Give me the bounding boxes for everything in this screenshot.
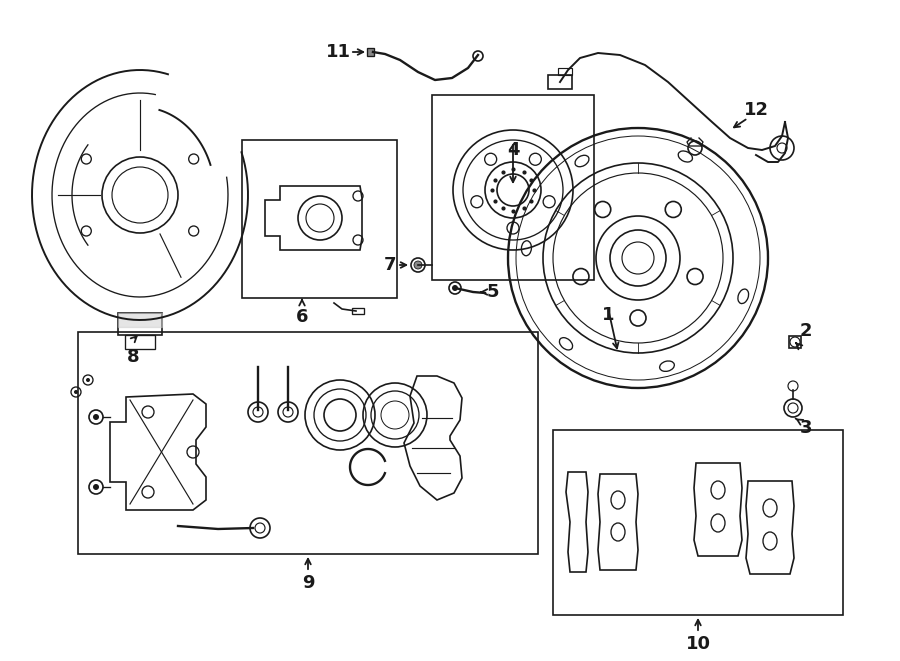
Bar (367, 48, 374, 56)
Bar (118, 313, 162, 335)
Circle shape (86, 378, 90, 382)
Polygon shape (118, 313, 162, 327)
Circle shape (93, 414, 99, 420)
Text: 6: 6 (296, 308, 308, 326)
Bar (125, 335, 155, 349)
Text: 2: 2 (800, 322, 813, 340)
Bar (558, 68, 572, 75)
Bar (432, 95, 594, 280)
Text: 8: 8 (127, 348, 140, 366)
Bar (242, 140, 397, 298)
Bar (789, 336, 801, 348)
Text: 12: 12 (743, 101, 769, 119)
Bar (553, 430, 843, 615)
Bar (78, 332, 538, 554)
Circle shape (414, 261, 422, 269)
Bar (352, 308, 364, 314)
Text: 11: 11 (326, 43, 350, 61)
Text: 7: 7 (383, 256, 396, 274)
Text: 1: 1 (602, 306, 614, 324)
Circle shape (93, 484, 99, 490)
Circle shape (74, 390, 78, 394)
Bar (548, 75, 572, 89)
Text: 4: 4 (507, 141, 519, 159)
Text: 9: 9 (302, 574, 314, 592)
Text: 10: 10 (686, 635, 710, 653)
Circle shape (452, 285, 458, 291)
Text: 3: 3 (800, 419, 813, 437)
Text: 5: 5 (487, 283, 500, 301)
